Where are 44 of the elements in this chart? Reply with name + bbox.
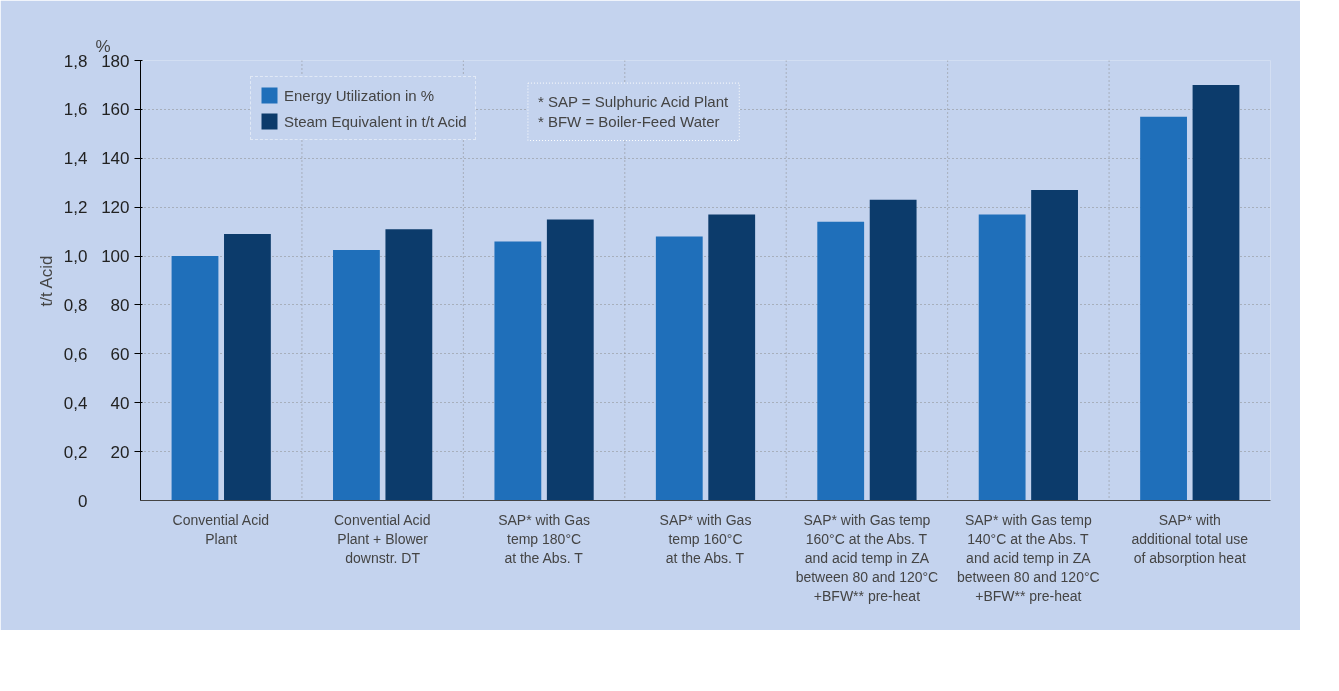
bar bbox=[978, 214, 1026, 501]
x-tick-label: SAP* with Gas temp 140°C at the Abs. T and acid temp in ZA between 80 and 120°C +BFW** pre-heat bbox=[957, 511, 1100, 605]
y-tick-label: 1,4 bbox=[63, 149, 88, 169]
x-tick-label: SAP* with Gas temp 160°C at the Abs. T bbox=[659, 511, 752, 566]
bar bbox=[333, 249, 380, 501]
x-tick-label: Convential Acid Plant + Blower downstr. DT bbox=[334, 511, 431, 566]
y-tick-label: 1,2 bbox=[63, 198, 88, 218]
bar bbox=[655, 236, 703, 501]
y-tick-label: 1,6 bbox=[63, 100, 88, 120]
x-tick-label: SAP* with additional total use of absorption heat bbox=[1131, 511, 1249, 566]
x-tick-label: Convential Acid Plant bbox=[172, 511, 270, 547]
x-tick-label: SAP* with Gas temp 180°C at the Abs. T bbox=[498, 511, 590, 566]
legend-label: Steam Equivalent in t/t Acid bbox=[284, 112, 467, 130]
y-tick-label: 0,8 bbox=[63, 295, 88, 315]
bar bbox=[869, 199, 917, 501]
y2-tick-label: 100 bbox=[101, 247, 130, 267]
y2-tick-label: 80 bbox=[110, 295, 130, 315]
y2-tick-label: 160 bbox=[101, 100, 130, 120]
bar bbox=[1031, 190, 1078, 501]
bar bbox=[385, 229, 433, 501]
annotation: * BFW = Boiler-Feed Water bbox=[537, 113, 720, 131]
y-tick-label: 0,4 bbox=[63, 393, 88, 413]
y2-tick-label: 20 bbox=[110, 442, 130, 462]
bar bbox=[494, 241, 542, 501]
y-tick-label: 0,2 bbox=[63, 442, 88, 462]
y-axis-title: t/t Acid bbox=[36, 255, 56, 307]
bar bbox=[708, 214, 756, 501]
bar bbox=[546, 219, 594, 501]
x-tick-label: SAP* with Gas temp 160°C at the Abs. T and acid temp in ZA between 80 and 120°C +BFW** pre-heat bbox=[795, 511, 939, 605]
bar bbox=[224, 234, 271, 501]
y-tick-label: 0 bbox=[78, 491, 88, 511]
y2-tick-label: 120 bbox=[101, 198, 130, 218]
y2-tick-label: 40 bbox=[110, 393, 130, 413]
y2-tick-label: 60 bbox=[110, 344, 130, 364]
y-tick-label: 1,0 bbox=[63, 247, 88, 267]
y-tick-label: 0,6 bbox=[63, 344, 88, 364]
bar bbox=[817, 221, 865, 501]
legend-label: Energy Utilization in % bbox=[284, 86, 435, 104]
bar bbox=[1140, 116, 1187, 501]
bar bbox=[1192, 84, 1240, 501]
y2-tick-label: 140 bbox=[101, 149, 130, 169]
bar bbox=[171, 256, 219, 501]
annotation: * SAP = Sulphuric Acid Plant bbox=[537, 93, 730, 111]
y-tick-label: 1,8 bbox=[63, 51, 88, 71]
